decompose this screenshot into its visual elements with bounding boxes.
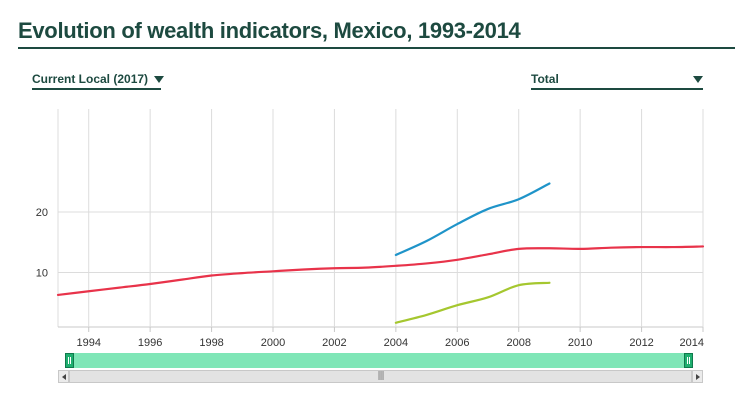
arrow-right-icon — [695, 373, 700, 380]
page-title: Evolution of wealth indicators, Mexico, … — [18, 18, 521, 43]
series-line-green[interactable] — [394, 281, 551, 324]
x-tick-label: 1994 — [76, 337, 100, 349]
y-tick-label: 20 — [36, 207, 48, 219]
x-tick-label: 2004 — [384, 337, 408, 349]
scroll-right-button[interactable] — [692, 370, 703, 383]
x-axis: 1994 1996 1998 2000 2002 2004 2006 2008 2010 2012… — [76, 327, 704, 349]
x-tick-label: 1998 — [199, 337, 223, 349]
series-line-blue[interactable] — [394, 182, 551, 257]
chart-grid — [57, 109, 704, 328]
scroll-left-button[interactable] — [58, 370, 69, 383]
grip-icon: ||| — [377, 371, 384, 381]
x-tick-label: 2014 — [680, 337, 704, 349]
title-divider — [18, 47, 735, 49]
chart-navigator: ||| — [58, 353, 703, 383]
currency-select-label: Current Local (2017) — [32, 72, 149, 86]
series-line-red[interactable] — [56, 245, 705, 297]
breakdown-select-label: Total — [531, 72, 559, 86]
x-tick-label: 2010 — [568, 337, 592, 349]
chevron-down-icon — [154, 75, 165, 83]
x-tick-label: 2008 — [506, 337, 530, 349]
currency-select[interactable]: Current Local (2017) — [32, 70, 165, 90]
x-tick-label: 1996 — [138, 337, 162, 349]
x-tick-label: 2000 — [261, 337, 285, 349]
navigator-range[interactable] — [69, 353, 692, 368]
x-tick-label: 2002 — [322, 337, 346, 349]
line-chart: 1994 1996 1998 2000 2002 2004 2006 2008 2010 2012… — [36, 109, 705, 349]
scrollbar-thumb[interactable]: ||| — [69, 370, 692, 383]
navigator-left-handle[interactable] — [65, 353, 74, 368]
y-axis: 10 20 — [36, 207, 48, 280]
chevron-down-icon — [693, 75, 703, 83]
navigator-right-handle[interactable] — [684, 353, 693, 368]
y-tick-label: 10 — [36, 268, 48, 280]
arrow-left-icon — [61, 373, 66, 380]
x-tick-label: 2006 — [445, 337, 469, 349]
chart-series — [56, 182, 705, 324]
breakdown-select[interactable]: Total — [531, 70, 703, 90]
x-tick-label: 2012 — [629, 337, 653, 349]
